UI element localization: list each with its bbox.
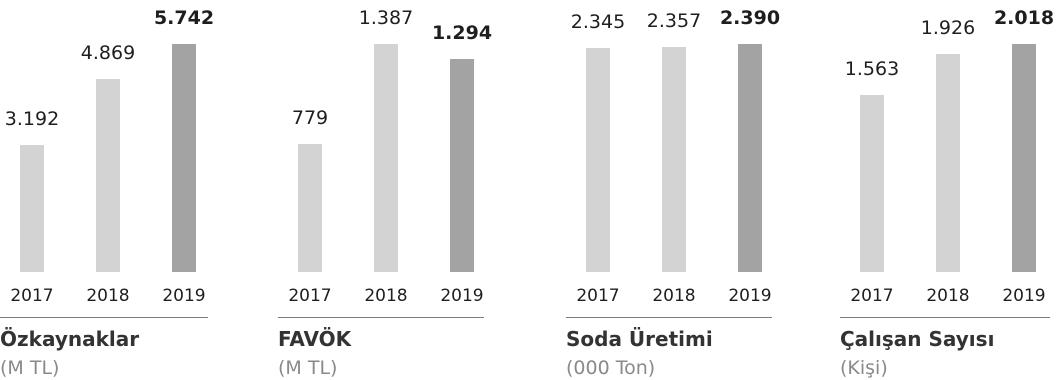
data-label: 2.390 <box>719 7 781 29</box>
x-tick-label: 2019 <box>728 286 772 306</box>
axis-rule <box>840 317 1050 318</box>
bar-2018 <box>374 44 398 272</box>
axis-rule <box>0 317 208 318</box>
bar-2018 <box>96 79 120 272</box>
data-label: 5.742 <box>153 7 215 29</box>
chart-unit-label: (000 Ton) <box>566 357 656 379</box>
x-tick-label: 2019 <box>1002 286 1046 306</box>
x-tick-label: 2018 <box>652 286 696 306</box>
data-label: 2.345 <box>570 11 626 33</box>
axis-rule <box>278 317 484 318</box>
chart-title: Soda Üretimi <box>566 327 713 351</box>
bar-2019 <box>450 59 474 272</box>
data-label: 2.357 <box>646 10 702 32</box>
x-tick-label: 2018 <box>364 286 408 306</box>
bar-2017 <box>586 48 610 272</box>
data-label: 1.387 <box>358 7 414 29</box>
chart-title: Çalışan Sayısı <box>840 327 995 351</box>
x-tick-label: 2017 <box>10 286 54 306</box>
chart-title: Özkaynaklar <box>0 327 140 351</box>
bar-2018 <box>662 47 686 272</box>
chart-unit-label: (Kişi) <box>840 357 888 379</box>
bar-2017 <box>20 145 44 272</box>
bar-2019 <box>738 44 762 272</box>
data-label: 3.192 <box>4 108 60 130</box>
bar-2018 <box>936 54 960 272</box>
chart-panel-4: 1.563 2017 1.926 2018 2.018 2019 Çalışan Sayıs… <box>840 0 1054 380</box>
axis-rule <box>566 317 772 318</box>
x-tick-label: 2017 <box>850 286 894 306</box>
bar-2019 <box>1012 44 1036 272</box>
x-tick-label: 2019 <box>162 286 206 306</box>
bar-2017 <box>860 95 884 272</box>
chart-panel-3: 2.345 2017 2.357 2018 2.390 2019 Soda Üretimi (… <box>566 0 780 380</box>
bar-2017 <box>298 144 322 272</box>
x-tick-label: 2019 <box>440 286 484 306</box>
x-tick-label: 2017 <box>288 286 332 306</box>
chart-panel-2: 779 2017 1.387 2018 1.294 2019 FAVÖK (M TL) <box>278 0 492 380</box>
chart-title: FAVÖK <box>278 327 352 351</box>
data-label: 1.294 <box>431 22 493 44</box>
x-tick-label: 2018 <box>926 286 970 306</box>
chart-unit-label: (M TL) <box>278 357 338 379</box>
data-label: 2.018 <box>993 7 1055 29</box>
data-label: 779 <box>291 107 329 129</box>
bar-2019 <box>172 44 196 272</box>
data-label: 1.563 <box>844 58 900 80</box>
data-label: 1.926 <box>920 17 976 39</box>
x-tick-label: 2018 <box>86 286 130 306</box>
x-tick-label: 2017 <box>576 286 620 306</box>
data-label: 4.869 <box>80 42 136 64</box>
chart-panel-1: 3.192 2017 4.869 2018 5.742 2019 Özkaynaklar (M… <box>0 0 214 380</box>
chart-unit-label: (M TL) <box>0 357 60 379</box>
